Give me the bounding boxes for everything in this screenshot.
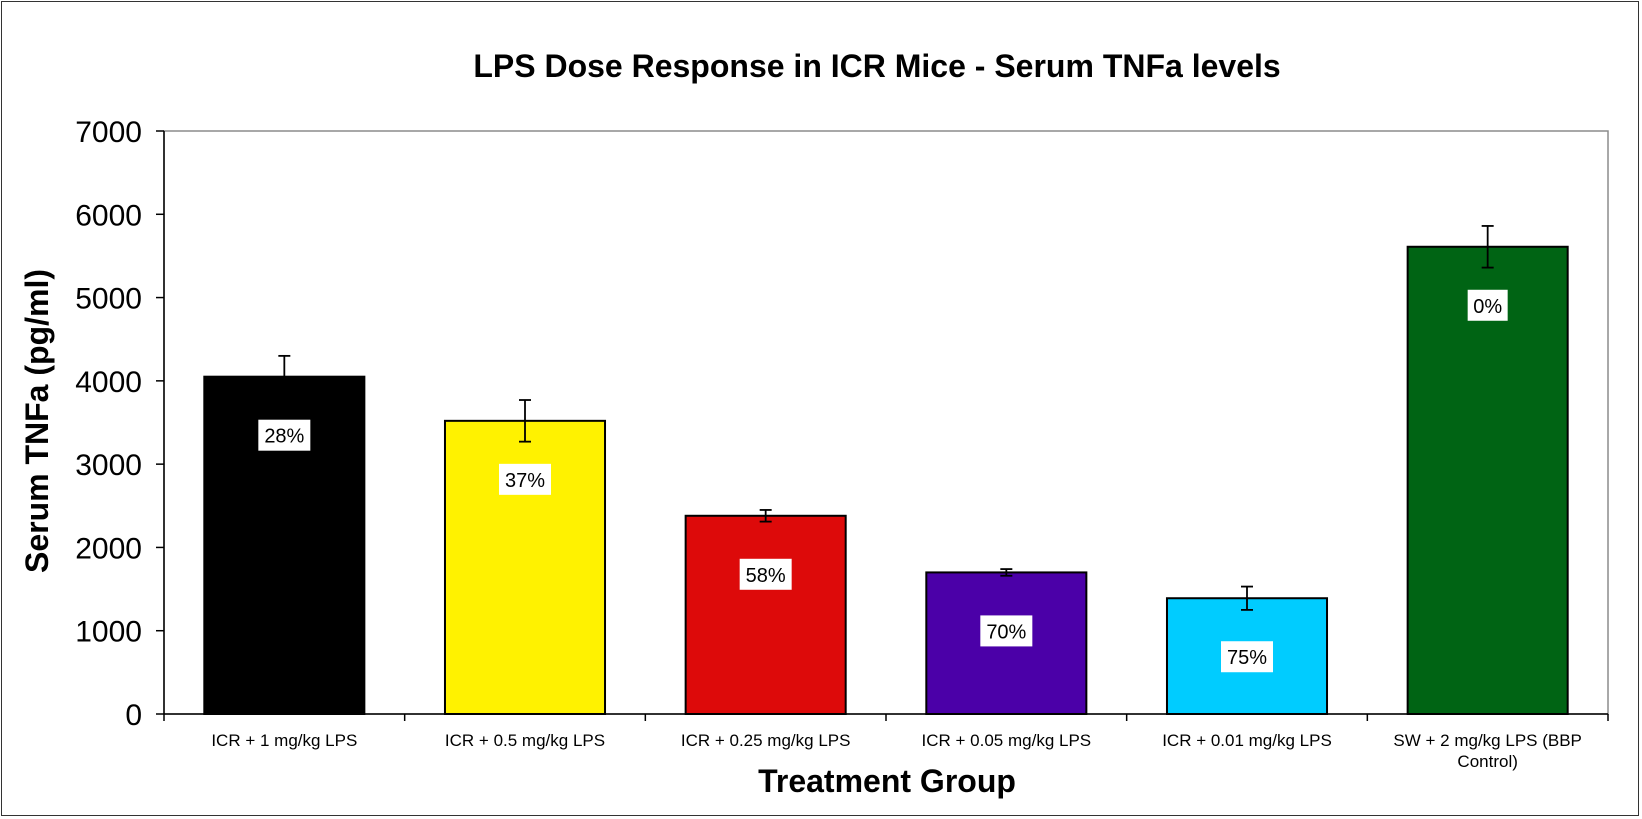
data-label-1: 37% xyxy=(505,470,545,492)
x-tick-label-0: ICR + 1 mg/kg LPS xyxy=(211,731,357,750)
bar-2 xyxy=(684,514,847,716)
data-label-box-0 xyxy=(258,419,311,451)
data-label-4: 75% xyxy=(1227,647,1267,669)
data-label-box-3 xyxy=(980,615,1033,647)
x-tick-label-2: ICR + 0.25 mg/kg LPS xyxy=(681,731,851,750)
y-tick-label-5: 5000 xyxy=(75,283,142,316)
data-label-2: 58% xyxy=(746,565,786,587)
y-tick-label-0: 0 xyxy=(125,699,142,732)
data-label-5: 0% xyxy=(1473,296,1502,318)
y-tick-label-7: 7000 xyxy=(75,116,142,149)
data-label-box-1 xyxy=(499,463,551,495)
x-tick-label-1: ICR + 0.5 mg/kg LPS xyxy=(445,731,605,750)
data-label-3: 70% xyxy=(986,621,1026,643)
x-tick-label-4: ICR + 0.01 mg/kg LPS xyxy=(1162,731,1332,750)
y-tick-label-3: 3000 xyxy=(75,449,142,482)
bar-5 xyxy=(1406,245,1569,715)
data-label-box-4 xyxy=(1221,641,1273,673)
x-tick-label-line: SW + 2 mg/kg LPS (BBP xyxy=(1393,731,1582,750)
y-tick-label-1: 1000 xyxy=(75,616,142,649)
y-tick-label-2: 2000 xyxy=(75,532,142,565)
x-tick-label-line: Control) xyxy=(1457,752,1517,771)
y-tick-label-6: 6000 xyxy=(75,199,142,232)
chart-title: LPS Dose Response in ICR Mice - Serum TN… xyxy=(473,48,1280,84)
plot-border xyxy=(163,130,1609,715)
x-tick-label-3: ICR + 0.05 mg/kg LPS xyxy=(922,731,1092,750)
y-axis-label: Serum TNFa (pg/ml) xyxy=(19,269,55,573)
x-tick-label-5: SW + 2 mg/kg LPS (BBP Control) xyxy=(1393,731,1582,771)
data-label-box-2 xyxy=(739,558,792,590)
y-tick-label-4: 4000 xyxy=(75,366,142,399)
data-label-0: 28% xyxy=(264,426,304,448)
x-axis-label: Treatment Group xyxy=(758,763,1016,799)
data-label-box-5 xyxy=(1467,289,1508,321)
